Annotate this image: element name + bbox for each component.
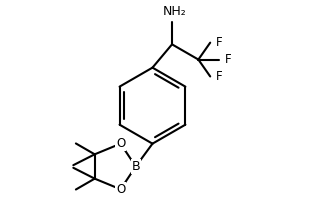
Text: NH₂: NH₂ <box>162 5 186 18</box>
Text: B: B <box>131 160 140 173</box>
Text: O: O <box>116 137 125 150</box>
Text: F: F <box>216 70 222 83</box>
Text: F: F <box>225 53 231 66</box>
Text: F: F <box>216 36 222 49</box>
Text: O: O <box>116 183 125 196</box>
